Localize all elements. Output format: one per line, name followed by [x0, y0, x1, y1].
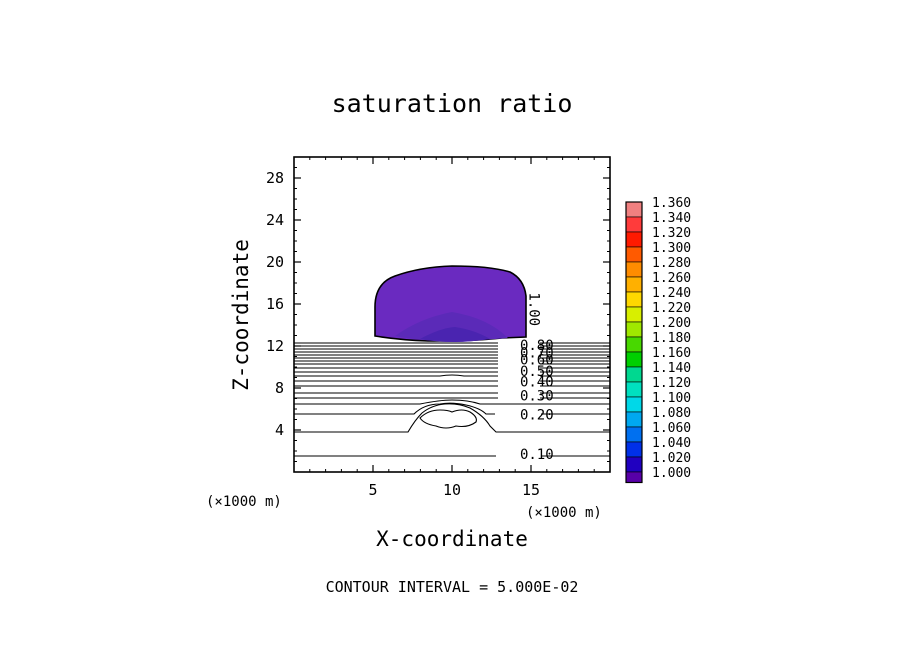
colorbar-level-label: 1.360	[652, 196, 691, 211]
colorbar-level-label: 1.100	[652, 391, 691, 406]
y-tick-label: 28	[266, 169, 284, 187]
colorbar-level-label: 1.200	[652, 316, 691, 331]
contour-label: 0.70	[520, 345, 554, 361]
y-tick-label: 16	[266, 295, 284, 313]
colorbar-level-label: 1.340	[652, 211, 691, 226]
contour-line	[419, 409, 477, 429]
colorbar-level-label: 1.180	[652, 331, 691, 346]
colorbar-swatch	[625, 201, 643, 218]
axes: 4 8 12 16 20 24 28 5 10 15	[266, 157, 610, 499]
colorbar-level-label: 1.140	[652, 361, 691, 376]
colorbar-level-label: 1.060	[652, 421, 691, 436]
colorbar-swatch	[625, 351, 643, 368]
colorbar-swatch	[625, 321, 643, 338]
contour-line	[294, 399, 610, 405]
contour-interval-note: CONTOUR INTERVAL = 5.000E-02	[326, 578, 579, 596]
colorbar-swatch	[625, 366, 643, 383]
x-tick-label: 15	[522, 481, 540, 499]
colorbar-level-label: 1.220	[652, 301, 691, 316]
colorbar-level-label: 1.020	[652, 451, 691, 466]
contour-line	[294, 403, 610, 433]
colorbar-swatch	[625, 396, 643, 413]
colorbar-swatch	[625, 261, 643, 278]
colorbar-level-label: 1.260	[652, 271, 691, 286]
colorbar-swatch	[625, 456, 643, 473]
contour-label: 0.30	[520, 388, 554, 404]
colorbar-frame	[625, 201, 643, 484]
colorbar-level-label: 1.000	[652, 466, 691, 481]
contour-label: 0.20	[520, 407, 554, 423]
y-tick-label: 12	[266, 337, 284, 355]
colorbar-level-label: 1.080	[652, 406, 691, 421]
contour-labels: 1.00 0.800.700.600.500.400.30 0.20 0.10	[520, 292, 554, 463]
contour-line	[294, 374, 610, 377]
contour-label: 0.10	[520, 447, 554, 463]
contour-label: 0.80	[520, 338, 554, 354]
colorbar-swatch	[625, 291, 643, 308]
colorbar-level-label: 1.160	[652, 346, 691, 361]
colorbar-swatch	[625, 306, 643, 323]
contour-label: 0.60	[520, 353, 554, 369]
saturation-fill-core	[420, 327, 490, 342]
contour-label: 1.00	[526, 292, 542, 326]
colorbar-swatch	[625, 381, 643, 398]
y-tick-label: 24	[266, 211, 284, 229]
colorbar-swatch	[625, 336, 643, 353]
colorbar-swatch	[625, 216, 643, 233]
contour-label: 0.50	[520, 364, 554, 380]
y-axis-title: Z-coordinate	[229, 239, 253, 391]
x-unit-label-right: (×1000 m)	[526, 505, 602, 521]
colorbar-level-label: 1.120	[652, 376, 691, 391]
x-tick-label: 5	[368, 481, 377, 499]
x-tick-label: 10	[443, 481, 461, 499]
x-axis-title: X-coordinate	[376, 527, 528, 551]
contour-label: 0.40	[520, 375, 554, 391]
colorbar: 1.3601.3401.3201.3001.2801.2601.2401.220…	[625, 196, 691, 484]
colorbar-swatch	[625, 276, 643, 293]
saturation-fill-inner	[395, 312, 508, 341]
colorbar-swatch	[625, 246, 643, 263]
colorbar-level-label: 1.040	[652, 436, 691, 451]
colorbar-swatch	[625, 441, 643, 458]
y-tick-label: 4	[275, 421, 284, 439]
colorbar-level-label: 1.280	[652, 256, 691, 271]
colorbar-swatch	[625, 471, 643, 483]
colorbar-swatch	[625, 231, 643, 248]
colorbar-level-label: 1.320	[652, 226, 691, 241]
colorbar-level-label: 1.240	[652, 286, 691, 301]
colorbar-level-label: 1.300	[652, 241, 691, 256]
colorbar-swatch	[625, 426, 643, 443]
y-tick-label: 8	[275, 379, 284, 397]
contour-line	[294, 402, 610, 415]
y-tick-label: 20	[266, 253, 284, 271]
x-unit-label-left: (×1000 m)	[206, 494, 282, 510]
colorbar-swatch	[625, 411, 643, 428]
contour-lines	[294, 342, 610, 457]
supersaturation-region	[374, 265, 527, 342]
chart-title: saturation ratio	[332, 89, 573, 118]
